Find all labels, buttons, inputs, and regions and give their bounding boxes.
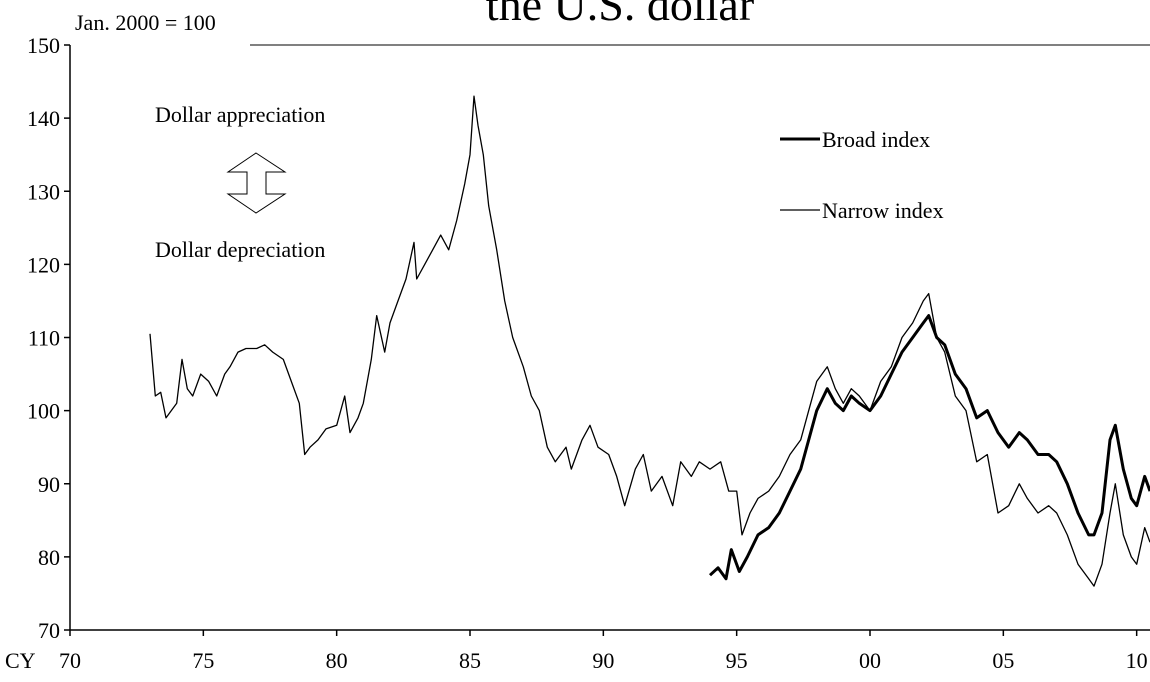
y-tick-label: 130: [27, 179, 60, 204]
y-tick-label: 120: [27, 252, 60, 277]
y-tick-label: 150: [27, 33, 60, 58]
line-series: [708, 314, 1150, 581]
x-tick-label: 95: [726, 648, 748, 673]
y-tick-label: 110: [28, 326, 60, 351]
y-tick-label: 100: [27, 399, 60, 424]
annotation: Dollar depreciation: [155, 237, 325, 262]
chart-title: the U.S. dollar: [486, 0, 754, 30]
annotation: Dollar appreciation: [155, 102, 325, 127]
legend-label: Narrow index: [822, 198, 944, 223]
x-tick-label: 70: [59, 648, 81, 673]
x-tick-label: 90: [592, 648, 614, 673]
x-axis-prefix: CY: [5, 648, 36, 673]
y-tick-label: 80: [38, 545, 60, 570]
y-tick-label: 70: [38, 618, 60, 643]
x-tick-label: 00: [859, 648, 881, 673]
x-tick-label: 80: [326, 648, 348, 673]
x-tick-label: 75: [192, 648, 214, 673]
x-tick-label: 05: [992, 648, 1014, 673]
y-tick-label: 90: [38, 472, 60, 497]
x-tick-label: 85: [459, 648, 481, 673]
y-note: Jan. 2000 = 100: [75, 10, 216, 35]
x-tick-label: 10: [1126, 648, 1148, 673]
legend-label: Broad index: [822, 127, 930, 152]
line-series: [149, 95, 1150, 587]
y-tick-label: 140: [27, 106, 60, 131]
double-arrow: [226, 152, 287, 214]
